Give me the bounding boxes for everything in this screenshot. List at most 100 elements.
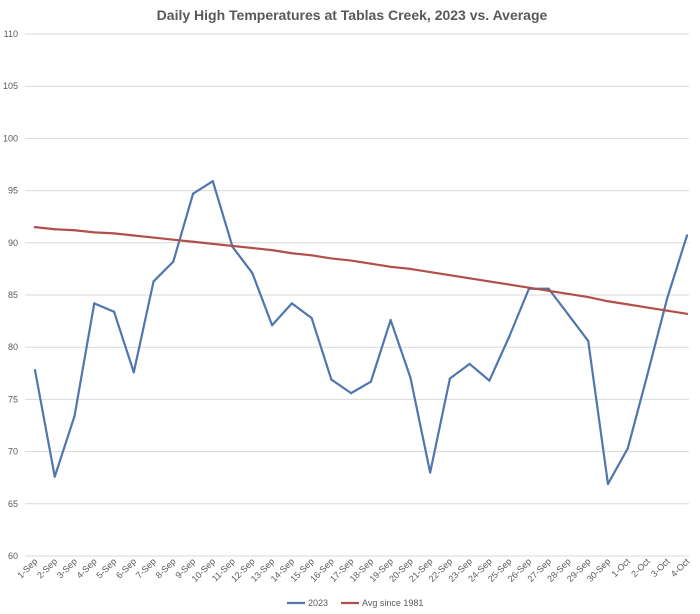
x-tick-label: 5-Sep [94,556,118,580]
data-point [33,369,37,372]
data-point [330,257,333,260]
series-line-1 [33,226,689,315]
data-point [468,277,471,280]
data-point [330,378,333,381]
y-tick-label: 85 [8,290,18,300]
data-point [508,335,511,338]
data-point [53,475,56,478]
legend-label: Avg since 1981 [362,598,423,608]
x-tick-label: 1-Sep [15,556,39,580]
y-tick-label: 110 [4,29,18,39]
x-tick-label: 3-Oct [649,556,672,579]
data-point [73,415,76,418]
data-point [606,482,610,486]
data-point [685,312,689,315]
data-point [409,267,412,270]
data-point [369,380,372,383]
data-point [172,260,175,263]
x-axis-ticks: 1-Sep2-Sep3-Sep4-Sep5-Sep6-Sep7-Sep8-Sep… [15,556,691,584]
data-point [567,292,570,296]
x-tick-label: 6-Sep [114,556,138,580]
series-1 [33,226,689,315]
data-point [429,270,432,274]
data-point [112,232,116,235]
data-point [132,234,135,237]
data-point [666,297,669,300]
series-line-0 [33,180,689,486]
legend-label: 2023 [308,598,328,608]
y-axis-ticks: 60 65 70 75 80 85 90 95 100 105 110 [3,29,18,561]
data-point [93,231,96,234]
data-point [251,246,254,250]
y-tick-label: 90 [8,238,18,248]
data-point [587,339,590,343]
chart-title: Daily High Temperatures at Tablas Creek,… [157,7,548,23]
x-tick-label: 4-Sep [75,556,99,580]
data-point [211,242,214,245]
y-tick-label: 75 [8,394,18,404]
series-lines [33,180,689,486]
y-tick-label: 105 [3,81,18,91]
gridlines [25,33,689,557]
data-point [172,238,175,241]
data-point [93,302,96,305]
data-point [448,274,452,277]
x-tick-label: 1-Oct [610,556,633,579]
data-point [112,310,116,313]
data-point [527,286,531,289]
data-point [132,371,135,374]
legend-item-0: 2023 [287,598,328,608]
data-point [152,236,155,239]
data-point [547,289,550,292]
data-point [73,229,76,232]
series-0 [33,180,689,486]
data-point [191,240,195,243]
y-tick-label: 70 [8,447,18,457]
data-point [152,280,155,283]
x-tick-label: 2-Sep [35,556,59,580]
y-tick-label: 65 [8,499,18,509]
x-tick-label: 2-Oct [629,556,652,579]
data-point [389,318,392,322]
data-point [606,300,610,303]
data-point [211,180,214,183]
data-point [488,280,491,283]
data-point [191,192,195,195]
data-point [350,259,353,262]
data-point [251,271,254,275]
data-point [508,283,511,286]
y-tick-label: 100 [3,133,18,143]
data-point [310,316,313,320]
data-point [626,447,629,450]
data-point [666,309,669,312]
data-point [547,287,550,290]
data-point [468,362,471,366]
data-point [290,302,293,305]
data-point [33,226,37,229]
data-point [685,234,689,237]
y-tick-label: 95 [8,186,18,196]
data-point [270,249,274,252]
x-tick-label: 8-Sep [154,556,178,580]
legend: 2023 Avg since 1981 [287,598,423,608]
data-point [369,262,372,265]
data-point [409,376,412,379]
data-point [448,377,452,380]
data-point [488,379,491,382]
data-point [626,303,629,306]
x-tick-label: 7-Sep [134,556,158,580]
data-point [429,471,432,474]
data-point [290,252,293,255]
data-point [646,373,649,376]
data-point [231,244,234,248]
data-point [350,392,353,395]
y-tick-label: 80 [8,342,18,352]
data-point [567,313,570,316]
data-point [270,324,274,327]
legend-item-1: Avg since 1981 [341,598,423,608]
data-point [53,228,56,231]
data-point [646,306,649,309]
y-tick-label: 60 [8,551,18,561]
